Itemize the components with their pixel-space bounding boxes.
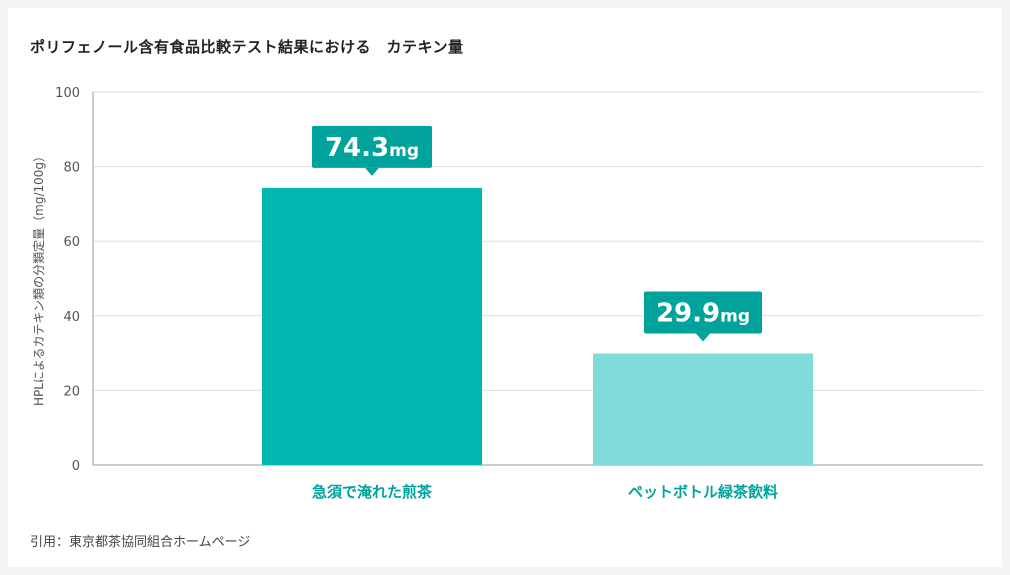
data-label-value: 29.9 xyxy=(656,298,720,328)
y-tick-label: 60 xyxy=(63,235,80,250)
data-label-pointer xyxy=(365,167,379,176)
data-label-unit: mg xyxy=(720,306,750,326)
y-tick-label: 20 xyxy=(63,384,80,399)
chart-card xyxy=(8,8,1002,567)
chart-title: ポリフェノール含有食品比較テスト結果における カテキン量 xyxy=(30,38,464,56)
data-label-pointer xyxy=(696,333,710,342)
y-tick-label: 0 xyxy=(72,459,80,474)
source-citation: 引用：東京都茶協同組合ホームページ xyxy=(30,535,251,550)
x-category-label: ペットボトル緑茶飲料 xyxy=(628,483,778,501)
data-label-box xyxy=(312,125,432,168)
data-label: 29.9mg xyxy=(656,298,750,328)
y-axis-label: HPLによるカテキン類の分類定量（mg/100g） xyxy=(31,150,46,406)
data-label: 74.3mg xyxy=(325,133,419,163)
y-tick-label: 80 xyxy=(63,161,80,176)
bar xyxy=(262,187,482,465)
x-category-label: 急須で淹れた煎茶 xyxy=(312,483,433,501)
data-label-unit: mg xyxy=(389,141,419,161)
bar xyxy=(593,353,813,465)
data-label-box xyxy=(644,291,762,334)
y-tick-label: 100 xyxy=(55,86,80,101)
data-label-value: 74.3 xyxy=(325,133,389,163)
y-tick-label: 40 xyxy=(63,310,80,325)
